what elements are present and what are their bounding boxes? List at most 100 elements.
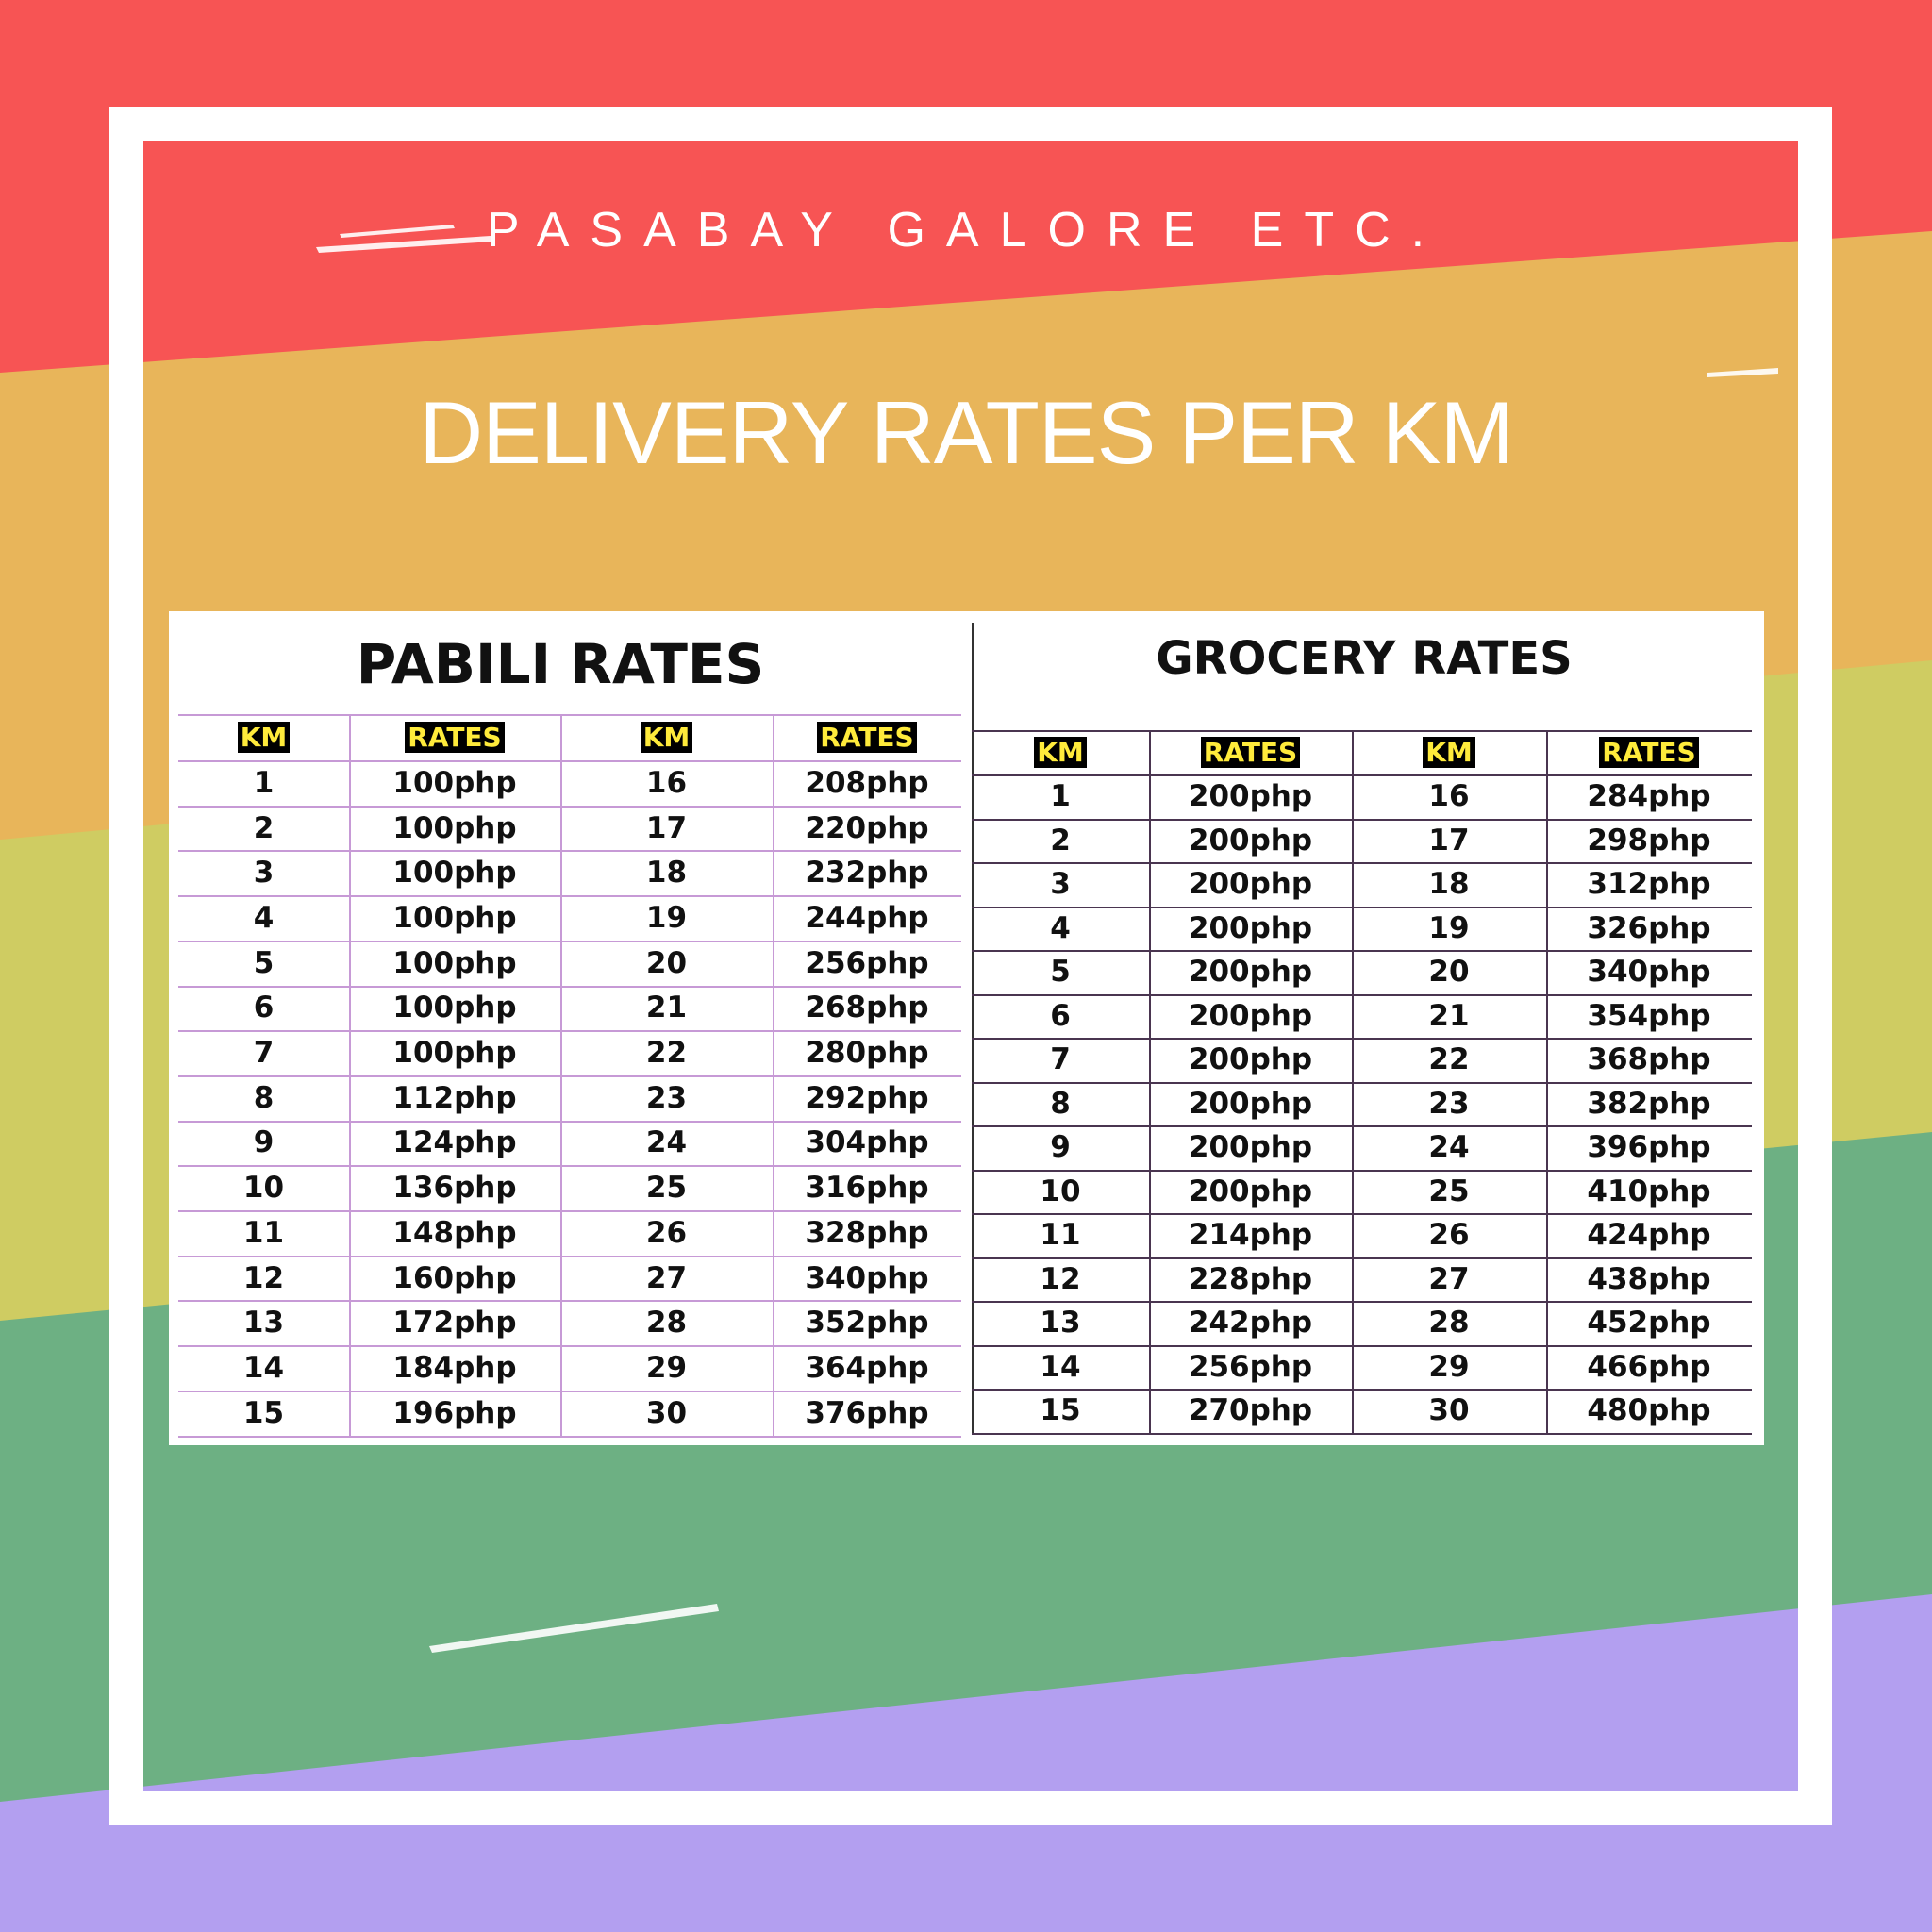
rule — [972, 730, 1752, 732]
table-cell: 256php — [1188, 1349, 1313, 1384]
table-cell: 23 — [645, 1080, 688, 1115]
table-cell: 328php — [805, 1215, 929, 1250]
table-cell: 2 — [253, 810, 275, 845]
table-cell: 17 — [645, 810, 688, 845]
table-cell: 368php — [1587, 1042, 1711, 1077]
column-rule — [349, 714, 351, 1436]
table-cell: 326php — [1587, 910, 1711, 945]
rule — [178, 1120, 961, 1123]
table-cell: 22 — [645, 1036, 688, 1071]
rule — [178, 1165, 961, 1168]
column-rule — [1352, 730, 1354, 1433]
table-cell: 19 — [645, 900, 688, 935]
page-title: DELIVERY RATES PER KM — [419, 383, 1514, 482]
table-cell: 10 — [242, 1171, 285, 1206]
table-cell: 376php — [805, 1395, 929, 1430]
table-cell: 3 — [253, 856, 275, 891]
table-cell: 100php — [392, 856, 517, 891]
table-cell: 148php — [392, 1215, 517, 1250]
rule — [178, 850, 961, 853]
table-cell: 244php — [805, 900, 929, 935]
table-cell: 24 — [645, 1125, 688, 1160]
table-cell: 410php — [1587, 1174, 1711, 1208]
rule — [178, 1390, 961, 1392]
table-cell: 10 — [1040, 1174, 1081, 1208]
header-label: RATES — [405, 722, 505, 753]
table-cell: 14 — [1040, 1349, 1081, 1384]
table-cell: 136php — [392, 1171, 517, 1206]
column-header: KM — [972, 730, 1149, 774]
rule — [972, 818, 1752, 821]
table-cell: 184php — [392, 1350, 517, 1385]
header-label: RATES — [817, 722, 917, 753]
table-cell: 100php — [392, 765, 517, 800]
table-cell: 270php — [1188, 1393, 1313, 1428]
table-cell: 298php — [1587, 823, 1711, 858]
table-cell: 12 — [242, 1260, 285, 1295]
table-cell: 100php — [392, 945, 517, 980]
table-cell: 480php — [1587, 1393, 1711, 1428]
table-cell: 26 — [645, 1215, 688, 1250]
table-cell: 1 — [253, 765, 275, 800]
column-rule — [560, 714, 562, 1436]
rule — [178, 895, 961, 898]
table-cell: 340php — [805, 1260, 929, 1295]
table-cell: 18 — [645, 856, 688, 891]
rule — [178, 1345, 961, 1348]
column-header: KM — [1352, 730, 1546, 774]
table-cell: 15 — [242, 1395, 285, 1430]
header-label: KM — [237, 722, 291, 753]
table-cell: 256php — [805, 945, 929, 980]
table-cell: 26 — [1428, 1218, 1470, 1253]
table-cell: 200php — [1188, 955, 1313, 990]
table-cell: 200php — [1188, 867, 1313, 902]
header-label: RATES — [1200, 737, 1301, 768]
table-cell: 6 — [253, 991, 275, 1025]
column-rule — [1546, 730, 1548, 1433]
table-cell: 200php — [1188, 1086, 1313, 1121]
table-cell: 100php — [392, 1036, 517, 1071]
table-cell: 29 — [1428, 1349, 1470, 1384]
table-cell: 15 — [1040, 1393, 1081, 1428]
table-cell: 354php — [1587, 998, 1711, 1033]
table-cell: 220php — [805, 810, 929, 845]
table-cell: 228php — [1188, 1261, 1313, 1296]
table-cell: 20 — [645, 945, 688, 980]
table-cell: 112php — [392, 1080, 517, 1115]
rule — [972, 1344, 1752, 1347]
rule — [178, 760, 961, 762]
table-cell: 28 — [1428, 1306, 1470, 1341]
column-header: RATES — [349, 714, 560, 760]
table-cell: 200php — [1188, 998, 1313, 1033]
rule — [178, 714, 961, 716]
rule — [972, 1257, 1752, 1259]
rule — [972, 1038, 1752, 1040]
table-cell: 340php — [1587, 955, 1711, 990]
table-cell: 196php — [392, 1395, 517, 1430]
table-cell: 12 — [1040, 1261, 1081, 1296]
rule — [972, 862, 1752, 864]
table-cell: 29 — [645, 1350, 688, 1385]
table-title: PABILI RATES — [356, 632, 765, 696]
table-cell: 100php — [392, 991, 517, 1025]
table-cell: 352php — [805, 1306, 929, 1341]
table-cell: 200php — [1188, 823, 1313, 858]
table-cell: 292php — [805, 1080, 929, 1115]
rule — [178, 1074, 961, 1077]
table-cell: 424php — [1587, 1218, 1711, 1253]
table-cell: 438php — [1587, 1261, 1711, 1296]
rule — [972, 1432, 1752, 1435]
table-cell: 11 — [1040, 1218, 1081, 1253]
table-cell: 9 — [253, 1125, 275, 1160]
column-rule — [1149, 730, 1151, 1433]
table-cell: 27 — [1428, 1261, 1470, 1296]
rule — [972, 1125, 1752, 1127]
table-cell: 11 — [242, 1215, 285, 1250]
table-cell: 312php — [1587, 867, 1711, 902]
table-cell: 27 — [645, 1260, 688, 1295]
table-cell: 16 — [645, 765, 688, 800]
table-cell: 124php — [392, 1125, 517, 1160]
table-cell: 200php — [1188, 779, 1313, 814]
table-cell: 13 — [1040, 1306, 1081, 1341]
